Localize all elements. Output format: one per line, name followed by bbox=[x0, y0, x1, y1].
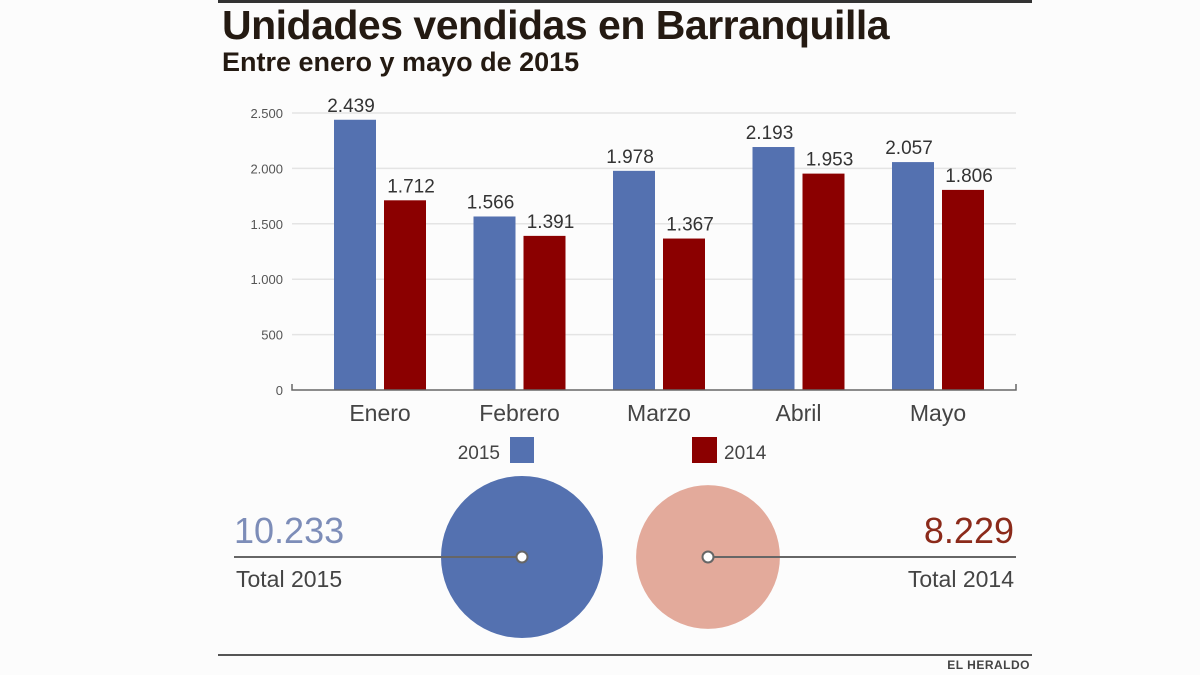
data-label: 1.367 bbox=[666, 215, 714, 236]
leader-dot-2015 bbox=[515, 550, 529, 564]
y-tick-label: 1.000 bbox=[250, 272, 283, 287]
data-label: 1.712 bbox=[387, 176, 435, 197]
legend-label-2015: 2015 bbox=[458, 443, 500, 464]
bars bbox=[334, 119, 984, 391]
category-label: Febrero bbox=[479, 400, 560, 426]
data-label: 2.057 bbox=[885, 138, 933, 159]
legend: 2015 2014 bbox=[458, 437, 767, 464]
x-axis-categories: Enero Febrero Marzo Abril Mayo bbox=[349, 400, 966, 426]
bar-2015-mayo bbox=[892, 162, 934, 390]
top-rule bbox=[218, 0, 1032, 3]
x-axis-line bbox=[291, 384, 1017, 391]
data-labels: 2.439 1.712 1.566 1.391 1.978 1.367 2.193 1.953… bbox=[327, 96, 993, 236]
y-tick-label: 0 bbox=[276, 383, 283, 398]
leader-dot-2014 bbox=[701, 550, 715, 564]
bar-2014-abril bbox=[802, 173, 845, 390]
y-tick-label: 2.500 bbox=[250, 106, 283, 121]
y-tick-label: 2.000 bbox=[250, 161, 283, 176]
data-label: 2.439 bbox=[327, 96, 375, 117]
bottom-rule bbox=[218, 654, 1032, 656]
bar-2014-enero bbox=[384, 200, 426, 390]
category-label: Marzo bbox=[627, 400, 691, 426]
legend-swatch-2014 bbox=[692, 437, 717, 463]
data-label: 1.978 bbox=[606, 147, 654, 168]
data-label: 1.391 bbox=[527, 212, 575, 233]
total-2014-caption: Total 2014 bbox=[907, 566, 1014, 592]
bar-2014-mayo bbox=[942, 189, 984, 390]
bar-2014-febrero bbox=[523, 235, 566, 390]
data-label: 1.566 bbox=[467, 192, 515, 213]
bar-2014-marzo bbox=[663, 238, 705, 390]
source-credit: EL HERALDO bbox=[947, 658, 1030, 672]
total-2014-value: 8.229 bbox=[923, 510, 1014, 551]
chart-subtitle: Entre enero y mayo de 2015 bbox=[222, 47, 580, 77]
category-label: Mayo bbox=[910, 400, 966, 426]
category-label: Enero bbox=[349, 400, 410, 426]
y-axis-ticks: 0 500 1.000 1.500 2.000 2.500 bbox=[250, 106, 283, 398]
data-label: 1.953 bbox=[806, 150, 854, 171]
total-2015-caption: Total 2015 bbox=[236, 566, 343, 592]
data-label: 2.193 bbox=[746, 123, 794, 144]
bar-2015-febrero bbox=[473, 216, 516, 390]
data-label: 1.806 bbox=[945, 166, 993, 187]
y-tick-label: 1.500 bbox=[250, 217, 283, 232]
category-label: Abril bbox=[775, 400, 821, 426]
total-circles bbox=[234, 476, 1016, 638]
bar-2015-abril bbox=[752, 147, 795, 390]
legend-swatch-2015 bbox=[510, 437, 534, 463]
bar-2015-enero bbox=[334, 119, 376, 391]
chart-title: Unidades vendidas en Barranquilla bbox=[222, 2, 890, 48]
y-tick-label: 500 bbox=[261, 328, 283, 343]
total-2015-value: 10.233 bbox=[234, 510, 345, 551]
bar-2015-marzo bbox=[613, 170, 655, 390]
legend-label-2014: 2014 bbox=[724, 443, 767, 464]
